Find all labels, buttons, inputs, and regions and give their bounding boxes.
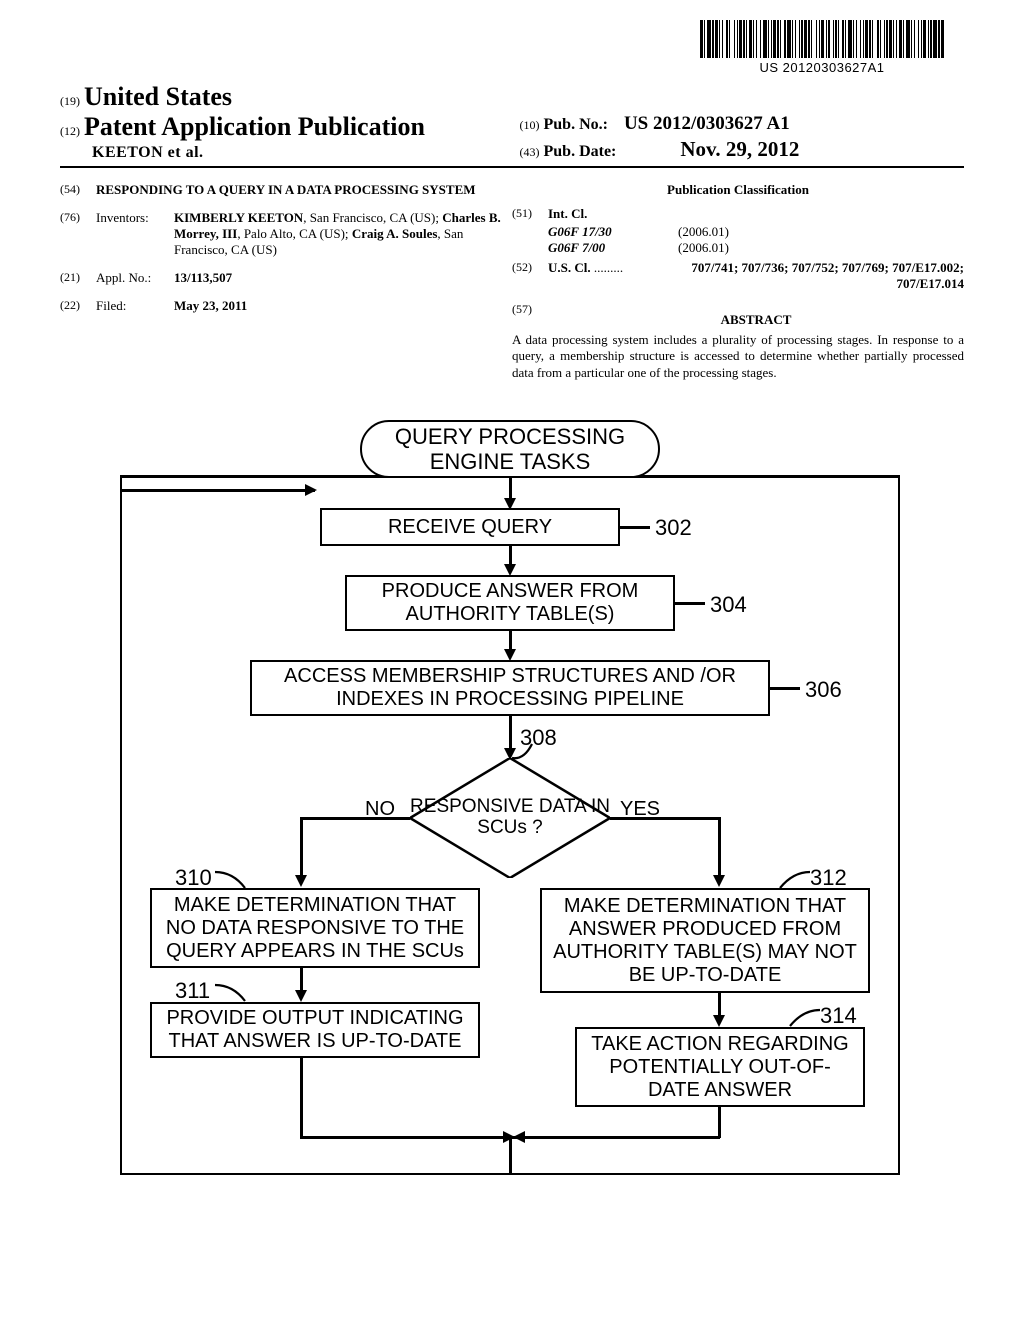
arrow — [300, 817, 303, 877]
uscl-label: U.S. Cl. — [548, 260, 591, 275]
inventor-1-name: KIMBERLY KEETON — [174, 210, 303, 225]
decision-text: RESPONSIVE DATA IN SCUs ? — [410, 758, 610, 878]
barcode-number: US 20120303627A1 — [700, 60, 944, 75]
arrow-head-icon — [513, 1131, 525, 1143]
inventor-2-rest: , Palo Alto, CA (US); — [237, 226, 352, 241]
pub-no: US 2012/0303627 A1 — [624, 113, 790, 134]
publication-kind: Patent Application Publication — [84, 112, 425, 141]
leader — [675, 602, 705, 605]
arrow-head-icon — [295, 990, 307, 1002]
intcl-2-code: G06F 7/00 — [548, 240, 678, 256]
uscl-values: 707/741; 707/736; 707/752; 707/769; 707/… — [691, 260, 964, 291]
inid-12: (12) — [60, 124, 80, 138]
abstract-text: A data processing system includes a plur… — [512, 332, 964, 381]
arrow-head-icon — [713, 1015, 725, 1027]
arrow — [509, 546, 512, 566]
applno: 13/113,507 — [174, 270, 232, 285]
country: United States — [84, 82, 232, 111]
arrow — [300, 1058, 303, 1138]
intcl-1-code: G06F 17/30 — [548, 224, 678, 240]
inventors-label: Inventors: — [96, 210, 174, 258]
node-310: MAKE DETERMINATION THAT NO DATA RESPONSI… — [150, 888, 480, 968]
label-311: 311 — [175, 978, 210, 1004]
inid-57: (57) — [512, 302, 548, 332]
arrow — [300, 817, 410, 820]
inid-22: (22) — [60, 298, 96, 314]
classification-header: Publication Classification — [512, 182, 964, 198]
leader — [620, 526, 650, 529]
node-306: ACCESS MEMBERSHIP STRUCTURES AND /OR IND… — [250, 660, 770, 716]
node-302: RECEIVE QUERY — [320, 508, 620, 546]
barcode-graphic — [700, 20, 944, 58]
inid-54: (54) — [60, 182, 96, 198]
node-311: PROVIDE OUTPUT INDICATING THAT ANSWER IS… — [150, 1002, 480, 1058]
inventor-1-rest: , San Francisco, CA (US); — [303, 210, 442, 225]
arrow — [718, 993, 721, 1017]
invention-title: RESPONDING TO A QUERY IN A DATA PROCESSI… — [96, 182, 512, 198]
pub-date-label: Pub. Date: — [544, 143, 617, 160]
pub-no-label: Pub. No.: — [544, 116, 608, 133]
node-312: MAKE DETERMINATION THAT ANSWER PRODUCED … — [540, 888, 870, 993]
uscl-dots: ......... — [591, 260, 624, 275]
arrow — [120, 489, 315, 492]
arrow — [718, 817, 721, 877]
label-314: 314 — [820, 1003, 857, 1029]
node-start: QUERY PROCESSING ENGINE TASKS — [360, 420, 660, 478]
arrow — [509, 631, 512, 651]
inventor-3-name: Craig A. Soules — [352, 226, 438, 241]
abstract-header: ABSTRACT — [548, 312, 964, 328]
arrow — [610, 817, 720, 820]
inid-76: (76) — [60, 210, 96, 258]
label-306: 306 — [805, 677, 842, 703]
node-304: PRODUCE ANSWER FROM AUTHORITY TABLE(S) — [345, 575, 675, 631]
arrow — [509, 478, 512, 500]
inid-21: (21) — [60, 270, 96, 286]
leader — [770, 687, 800, 690]
filed-label: Filed: — [96, 298, 174, 314]
node-decision: RESPONSIVE DATA IN SCUs ? — [410, 758, 610, 878]
node-314: TAKE ACTION REGARDING POTENTIALLY OUT-OF… — [575, 1027, 865, 1107]
arrow-head-icon — [713, 875, 725, 887]
header-right: (10) Pub. No.: US 2012/0303627 A1 (43) P… — [505, 113, 965, 162]
bibliographic-data: (54) RESPONDING TO A QUERY IN A DATA PRO… — [60, 182, 964, 381]
inid-19: (19) — [60, 94, 80, 108]
biblio-right: Publication Classification (51) Int. Cl.… — [512, 182, 964, 381]
barcode-block: US 20120303627A1 — [700, 20, 944, 75]
inid-51: (51) — [512, 206, 548, 222]
intcl-1-date: (2006.01) — [678, 224, 729, 240]
label-302: 302 — [655, 515, 692, 541]
header-left: (19) United States (12) Patent Applicati… — [60, 82, 505, 162]
intcl-label: Int. Cl. — [548, 206, 587, 221]
biblio-left: (54) RESPONDING TO A QUERY IN A DATA PRO… — [60, 182, 512, 381]
label-304: 304 — [710, 592, 747, 618]
arrow-head-icon — [295, 875, 307, 887]
inid-43: (43) — [520, 145, 540, 159]
inid-52: (52) — [512, 260, 548, 292]
filed-date: May 23, 2011 — [174, 298, 247, 313]
arrow — [509, 1136, 512, 1175]
patent-page: US 20120303627A1 (19) United States (12)… — [0, 0, 1024, 1320]
arrow — [300, 968, 303, 992]
arrow — [718, 1107, 721, 1138]
authors-line: KEETON et al. — [92, 144, 505, 162]
intcl-2-date: (2006.01) — [678, 240, 729, 256]
inid-10: (10) — [520, 118, 540, 132]
header: (19) United States (12) Patent Applicati… — [60, 82, 964, 168]
applno-label: Appl. No.: — [96, 270, 174, 286]
inventors: KIMBERLY KEETON, San Francisco, CA (US);… — [174, 210, 512, 258]
pub-date: Nov. 29, 2012 — [680, 137, 799, 161]
flowchart: QUERY PROCESSING ENGINE TASKS RECEIVE QU… — [120, 420, 900, 1180]
flowchart-frame-right — [898, 475, 901, 1175]
